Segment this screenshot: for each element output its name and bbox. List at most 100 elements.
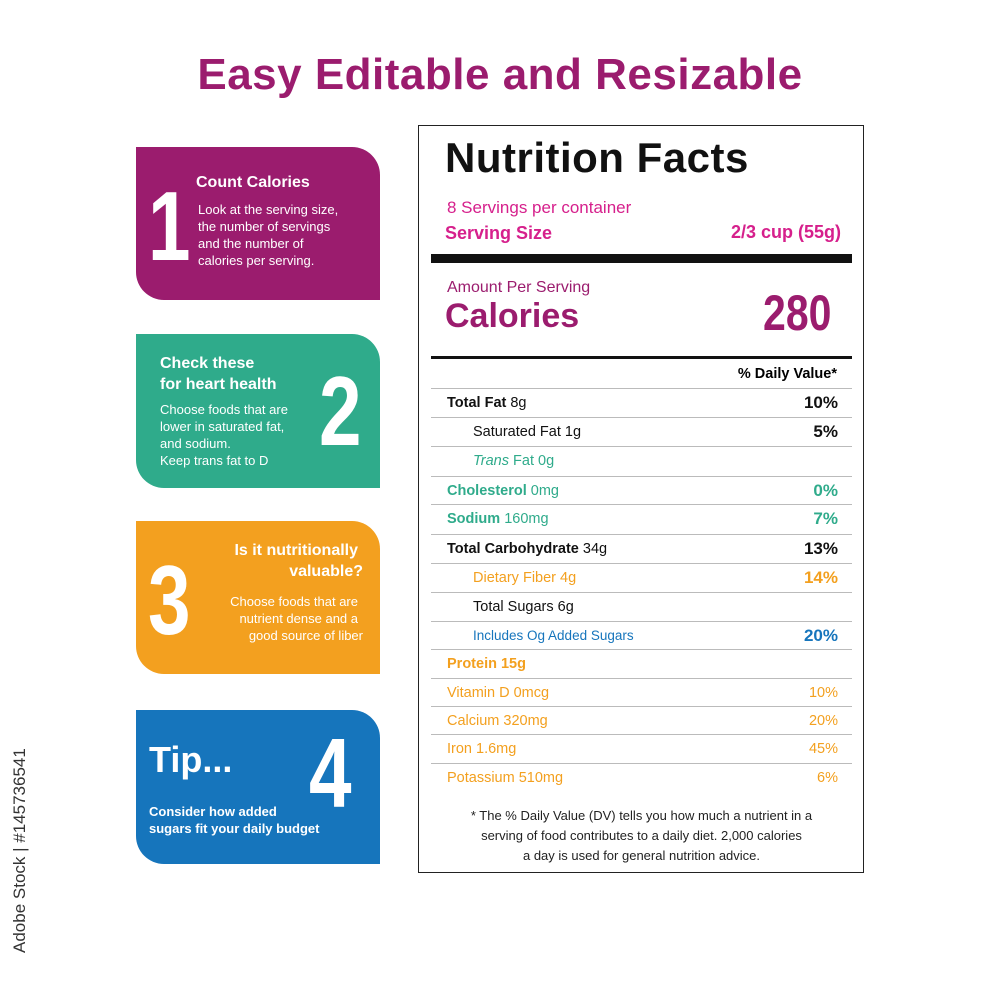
amount-per-serving: Amount Per Serving (447, 279, 591, 296)
card-text-line: Choose foods that are (230, 594, 358, 609)
card-number: 2 (319, 356, 362, 466)
calories-label: Calories (445, 297, 580, 335)
card-text-line: good source of liber (248, 628, 363, 643)
nutrient-row: Protein 15g (431, 649, 852, 678)
nutrient-name: Calcium 320mg (447, 707, 548, 735)
label-title: Nutrition Facts (445, 134, 749, 181)
card-number: 1 (148, 171, 191, 281)
card-text-line: the number of servings (198, 219, 331, 234)
nutrient-name: Vitamin D 0mcg (447, 679, 549, 707)
stock-id-vertical: Adobe Stock | #145736541 (10, 748, 29, 953)
nutrient-daily-value: 5% (813, 422, 838, 441)
nutrient-row: Saturated Fat 1g 5% (431, 417, 852, 446)
nutrient-name: Includes Og Added Sugars (473, 622, 634, 650)
nutrient-name-text: Vitamin D 0mcg (447, 685, 550, 701)
card-title: Tip... (149, 739, 233, 780)
nutrient-name: Sodium 160mg (447, 505, 549, 533)
nutrient-name-text: Iron 1.6mg (447, 741, 517, 757)
card-text-line: lower in saturated fat, (160, 419, 285, 434)
thick-divider (431, 254, 852, 263)
nutrient-name-text: Calcium 320mg (447, 713, 548, 729)
nutrient-row: Trans Fat 0g (431, 446, 852, 475)
daily-value-header: % Daily Value* (737, 366, 837, 382)
nutrient-name-text: Fat 0g (509, 453, 555, 469)
nutrient-name-bold: Sodium (447, 511, 501, 527)
nutrient-daily-value: 45% (808, 741, 838, 757)
card-number: 4 (309, 718, 352, 828)
medium-divider (431, 356, 852, 359)
card-title: Is it nutritionally (234, 542, 358, 559)
serving-size-label: Serving Size (445, 223, 553, 243)
nutrient-row: Total Sugars 6g (431, 592, 852, 621)
footnote-line: a day is used for general nutrition advi… (522, 848, 761, 863)
nutrient-name-text: Total Sugars 6g (473, 599, 574, 615)
nutrient-daily-value: 10% (803, 393, 838, 412)
footnote-line: serving of food contributes to a daily d… (481, 828, 802, 843)
nutrient-row: Calcium 320mg 20% (431, 706, 852, 735)
nutrient-row: Total Fat 8g 10% (431, 388, 852, 417)
nutrient-row: Dietary Fiber 4g 14% (431, 563, 852, 592)
nutrient-name: Total Sugars 6g (473, 593, 574, 621)
card-text-line: Consider how added (149, 804, 277, 819)
card-text-line: and sodium. (160, 436, 231, 451)
serving-size-value: 2/3 cup (55g) (730, 222, 841, 242)
nutrient-row: Potassium 510mg 6% (431, 763, 852, 792)
nutrient-name: Potassium 510mg (447, 764, 563, 792)
card-text-line: sugars fit your daily budget (149, 821, 320, 836)
nutrient-name: Iron 1.6mg (447, 735, 516, 763)
nutrient-name: Total Carbohydrate 34g (447, 535, 607, 563)
card-title: Check these (160, 355, 255, 372)
nutrient-name-text: 34g (578, 541, 608, 557)
nutrient-row: Includes Og Added Sugars 20% (431, 621, 852, 650)
nutrient-name: Trans Fat 0g (473, 447, 554, 475)
nutrient-row: Vitamin D 0mcg 10% (431, 678, 852, 707)
nutrient-daily-value: 0% (813, 481, 838, 500)
card-count-calories: 1 Count Calories Look at the serving siz… (136, 147, 380, 300)
card-heart-health: Check these for heart health Choose food… (136, 334, 380, 488)
nutrient-name: Protein 15g (447, 650, 526, 678)
card-tip: Tip... 4 Consider how added sugars fit y… (136, 710, 380, 864)
card-number: 3 (148, 545, 191, 655)
card-title: Count Calories (196, 174, 310, 191)
page-headline: Easy Editable and Resizable (197, 50, 803, 99)
nutrition-facts-label: Nutrition Facts 8 Servings per container… (418, 125, 864, 873)
nutrient-name-text: Potassium 510mg (447, 770, 564, 786)
nutrient-name-bold: Total Fat (447, 395, 507, 411)
nutrient-name-bold: Total Carbohydrate (447, 541, 579, 557)
nutrient-name-text: Saturated Fat 1g (473, 424, 582, 440)
nutrient-daily-value: 13% (803, 539, 838, 558)
nutrient-daily-value: 6% (817, 770, 838, 786)
nutrient-name-italic: Trans (473, 453, 509, 469)
calories-value: 280 (762, 285, 831, 341)
nutrient-name-bold: Protein 15g (447, 656, 526, 672)
footnote: * The % Daily Value (DV) tells you how m… (431, 806, 852, 866)
nutrient-name: Dietary Fiber 4g (473, 564, 576, 592)
card-text-line: Choose foods that are (160, 402, 288, 417)
nutrient-daily-value: 10% (808, 685, 838, 701)
nutrient-name-text: Dietary Fiber 4g (473, 570, 577, 586)
footnote-line: * The % Daily Value (DV) tells you how m… (470, 808, 813, 823)
nutrient-row: Iron 1.6mg 45% (431, 734, 852, 763)
nutrient-row: Sodium 160mg 7% (431, 504, 852, 533)
nutrient-name: Total Fat 8g (447, 389, 527, 417)
nutrient-daily-value: 20% (803, 626, 838, 645)
card-text-line: nutrient dense and a (239, 611, 358, 626)
nutrient-name: Saturated Fat 1g (473, 418, 581, 446)
nutrient-name-text: Includes Og Added Sugars (473, 628, 634, 643)
nutrient-daily-value: 14% (803, 568, 838, 587)
card-text-line: calories per serving. (198, 253, 315, 268)
card-title: for heart health (160, 376, 277, 393)
nutrient-daily-value: 7% (813, 509, 838, 528)
nutrient-name-bold: Cholesterol (447, 483, 527, 499)
nutrient-name-text: 0mg (526, 483, 560, 499)
servings-per-container: 8 Servings per container (447, 198, 632, 217)
card-text-line: Keep trans fat to D (160, 453, 269, 468)
card-text-line: and the number of (198, 236, 304, 251)
nutrient-name: Cholesterol 0mg (447, 477, 559, 505)
nutrient-name-text: 8g (506, 395, 527, 411)
nutrient-row: Total Carbohydrate 34g 13% (431, 534, 852, 563)
card-nutritionally-valuable: 3 Is it nutritionally valuable? Choose f… (136, 521, 380, 674)
nutrient-row: Cholesterol 0mg 0% (431, 476, 852, 505)
card-title: valuable? (289, 563, 363, 580)
nutrient-name-text: 160mg (500, 511, 549, 527)
